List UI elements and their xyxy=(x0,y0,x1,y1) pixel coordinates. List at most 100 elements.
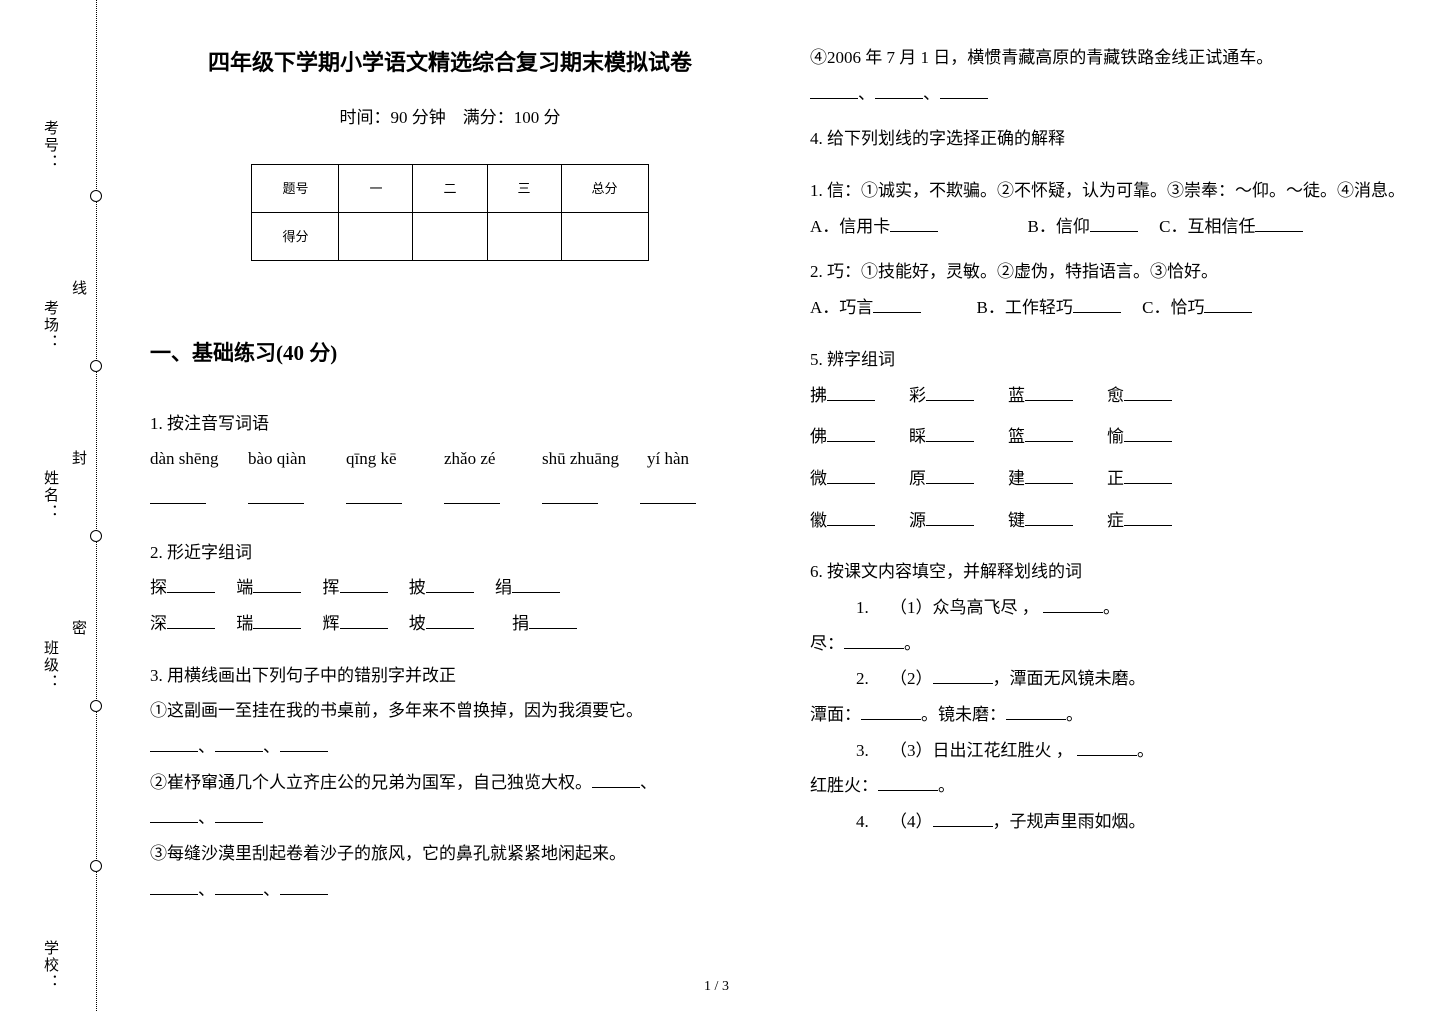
q1-title: 1. 按注音写词语 xyxy=(150,406,750,442)
q2-char: 探 xyxy=(150,578,167,597)
q5-char: 症 xyxy=(1107,511,1124,530)
answer-blank[interactable] xyxy=(1073,295,1121,313)
answer-blank[interactable] xyxy=(150,877,198,895)
binding-label-exam-id: 考号： xyxy=(40,120,61,171)
answer-blank[interactable] xyxy=(827,424,875,442)
answer-blank[interactable] xyxy=(215,877,263,895)
q6-expl-label: 尽： xyxy=(810,634,844,653)
answer-blank[interactable] xyxy=(940,81,988,99)
answer-blank[interactable] xyxy=(426,611,474,629)
q4-opt: B．信仰 xyxy=(1028,217,1090,236)
answer-blank[interactable] xyxy=(1124,383,1172,401)
q2-char: 披 xyxy=(409,578,426,597)
answer-blank[interactable] xyxy=(529,611,577,629)
answer-blank[interactable] xyxy=(215,734,263,752)
q3-corrections: 、 xyxy=(150,800,750,836)
answer-blank[interactable] xyxy=(1025,508,1073,526)
answer-blank[interactable] xyxy=(933,809,993,827)
q2-char: 挥 xyxy=(323,578,340,597)
answer-blank[interactable] xyxy=(1025,424,1073,442)
answer-blank[interactable] xyxy=(890,214,938,232)
punct: 。镜未磨： xyxy=(921,705,1006,724)
answer-blank[interactable] xyxy=(340,575,388,593)
answer-blank[interactable] xyxy=(844,631,904,649)
q6-expl: 尽：。 xyxy=(810,626,1410,662)
answer-blank[interactable] xyxy=(926,424,974,442)
q6-num: 2. xyxy=(856,669,869,688)
punct: 。 xyxy=(1103,598,1120,617)
answer-blank[interactable] xyxy=(926,466,974,484)
answer-blank[interactable] xyxy=(878,774,938,792)
answer-blank[interactable] xyxy=(346,486,402,504)
answer-blank[interactable] xyxy=(1255,214,1303,232)
score-td xyxy=(413,213,487,261)
question-3: 3. 用横线画出下列句子中的错别字并改正 ①这副画一至挂在我的书桌前，多年来不曾… xyxy=(150,658,750,908)
answer-blank[interactable] xyxy=(1025,466,1073,484)
answer-blank[interactable] xyxy=(1090,214,1138,232)
q2-title: 2. 形近字组词 xyxy=(150,535,750,571)
answer-blank[interactable] xyxy=(167,611,215,629)
q6-expl-label: 红胜火： xyxy=(810,776,878,795)
q2-char: 坡 xyxy=(409,614,426,633)
answer-blank[interactable] xyxy=(1006,702,1066,720)
answer-blank[interactable] xyxy=(933,666,993,684)
q5-char: 微 xyxy=(810,469,827,488)
answer-blank[interactable] xyxy=(861,702,921,720)
q5-char: 原 xyxy=(909,469,926,488)
answer-blank[interactable] xyxy=(926,383,974,401)
question-6: 6. 按课文内容填空，并解释划线的词 1. （1）众鸟高飞尽 ， 。 尽：。 2… xyxy=(810,554,1410,840)
answer-blank[interactable] xyxy=(873,295,921,313)
q2-char: 辉 xyxy=(323,614,340,633)
q5-char: 彩 xyxy=(909,386,926,405)
q6-text: （3）日出江花红胜火 ， xyxy=(890,741,1077,760)
score-th: 总分 xyxy=(561,164,648,212)
q5-char: 愈 xyxy=(1107,386,1124,405)
answer-blank[interactable] xyxy=(875,81,923,99)
score-td xyxy=(339,213,413,261)
answer-blank[interactable] xyxy=(253,611,301,629)
answer-blank[interactable] xyxy=(1025,383,1073,401)
answer-blank[interactable] xyxy=(1124,466,1172,484)
q6-text: （1）众鸟高飞尽 ， xyxy=(890,598,1043,617)
score-th: 三 xyxy=(487,164,561,212)
answer-blank[interactable] xyxy=(167,575,215,593)
score-td xyxy=(561,213,648,261)
answer-blank[interactable] xyxy=(150,486,206,504)
answer-blank[interactable] xyxy=(340,611,388,629)
answer-blank[interactable] xyxy=(426,575,474,593)
answer-blank[interactable] xyxy=(280,877,328,895)
answer-blank[interactable] xyxy=(150,734,198,752)
q3-item: ①这副画一至挂在我的书桌前，多年来不曾换掉，因为我須要它。 xyxy=(150,693,750,729)
answer-blank[interactable] xyxy=(810,81,858,99)
answer-blank[interactable] xyxy=(1204,295,1252,313)
answer-blank[interactable] xyxy=(512,575,560,593)
answer-blank[interactable] xyxy=(827,383,875,401)
answer-blank[interactable] xyxy=(253,575,301,593)
answer-blank[interactable] xyxy=(827,508,875,526)
q5-grid: 拂 彩 蓝 愈 佛 睬 篮 愉 微 原 建 正 徽 源 键 症 xyxy=(810,378,1410,539)
score-table-header-row: 题号 一 二 三 总分 xyxy=(252,164,648,212)
q4-opt: C．恰巧 xyxy=(1142,298,1204,317)
score-table: 题号 一 二 三 总分 得分 xyxy=(251,164,648,262)
answer-blank[interactable] xyxy=(1043,595,1103,613)
punct: 。 xyxy=(1137,741,1154,760)
q1-pinyin: zhǎo zé xyxy=(444,441,514,477)
answer-blank[interactable] xyxy=(1077,738,1137,756)
answer-blank[interactable] xyxy=(248,486,304,504)
q2-char: 深 xyxy=(150,614,167,633)
q4-opt: A．巧言 xyxy=(810,298,873,317)
answer-blank[interactable] xyxy=(827,466,875,484)
answer-blank[interactable] xyxy=(1124,424,1172,442)
right-column: ④2006 年 7 月 1 日，横惯青藏高原的青藏铁路金线正试通车。 、、 4.… xyxy=(810,40,1410,924)
answer-blank[interactable] xyxy=(926,508,974,526)
answer-blank[interactable] xyxy=(150,806,198,824)
answer-blank[interactable] xyxy=(592,770,640,788)
answer-blank[interactable] xyxy=(542,486,598,504)
answer-blank[interactable] xyxy=(640,486,696,504)
q1-pinyin: shū zhuāng xyxy=(542,441,619,477)
answer-blank[interactable] xyxy=(1124,508,1172,526)
answer-blank[interactable] xyxy=(215,806,263,824)
answer-blank[interactable] xyxy=(444,486,500,504)
q1-pinyin: yí hàn xyxy=(647,441,717,477)
answer-blank[interactable] xyxy=(280,734,328,752)
